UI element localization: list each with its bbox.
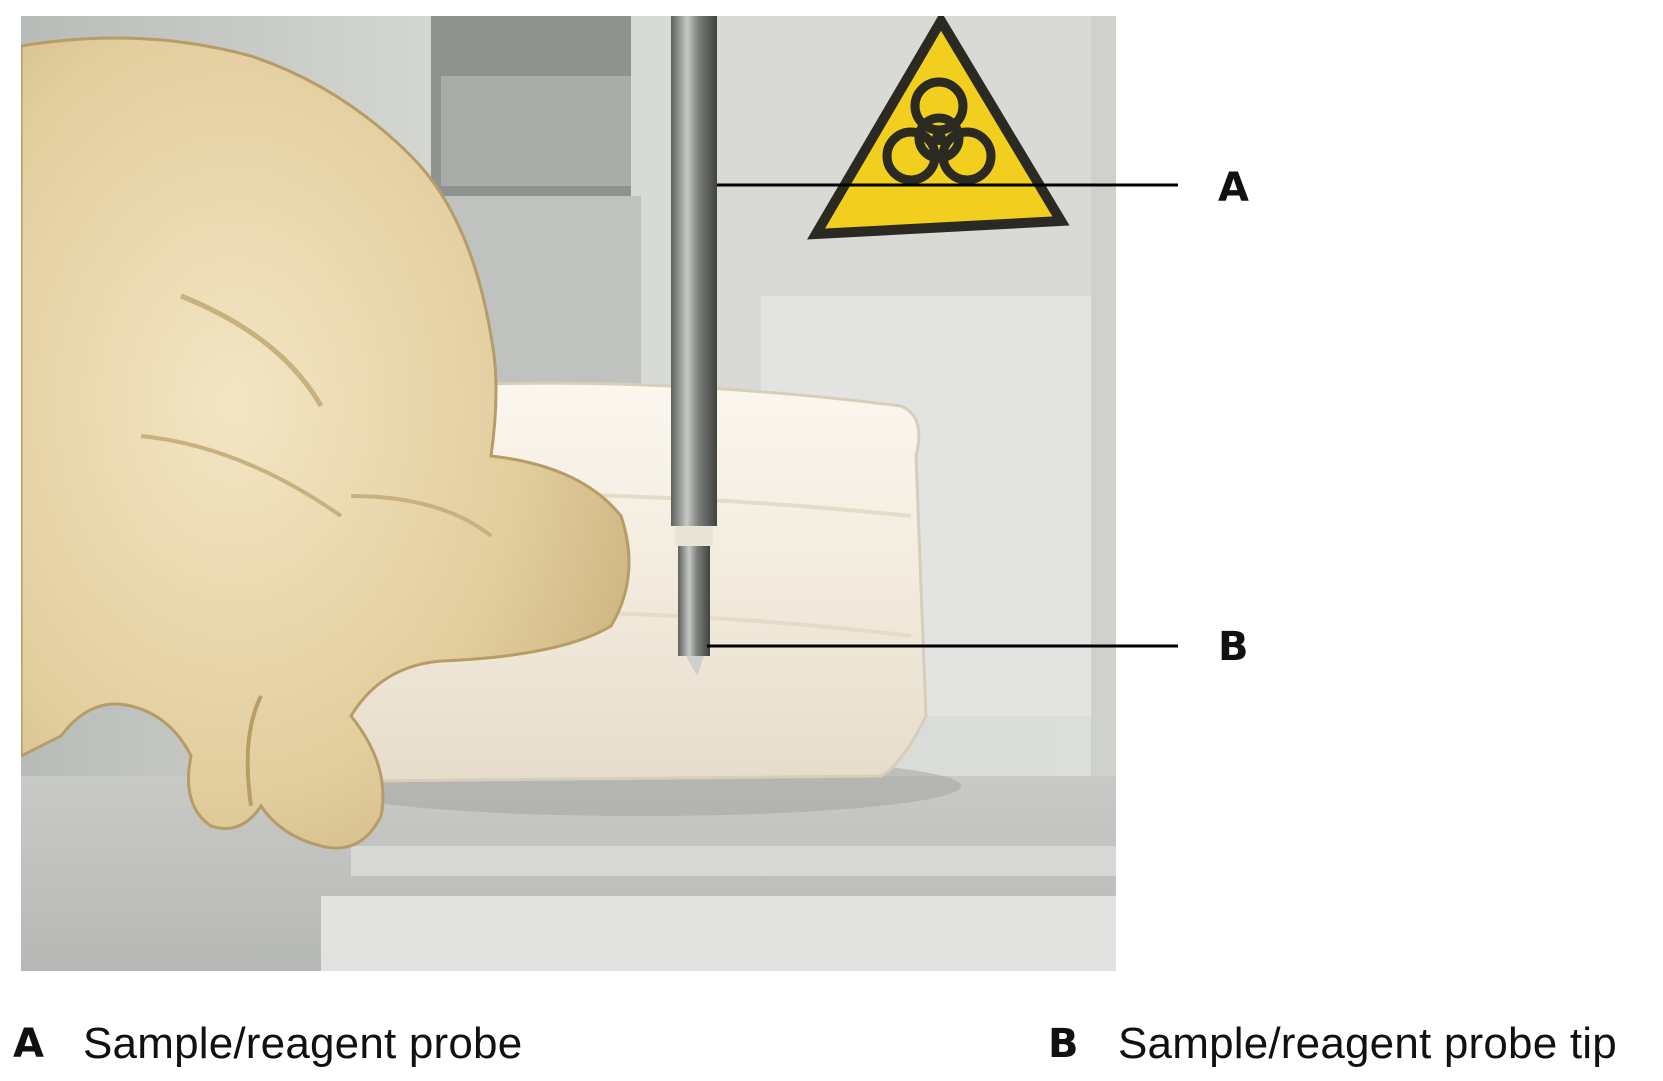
legend-label-b: Sample/reagent probe tip — [1118, 1019, 1617, 1068]
legend-label-a: Sample/reagent probe — [83, 1019, 523, 1068]
callout-letter-b: B — [1218, 624, 1249, 670]
biohazard-warning-icon — [806, 16, 1070, 240]
legend-letter-a: A — [13, 1021, 44, 1067]
photo-cleaning-probe — [21, 16, 1116, 971]
legend-letter-b: B — [1048, 1021, 1079, 1067]
legend-item-a: A Sample/reagent probe — [13, 1018, 522, 1070]
callout-letter-a: A — [1218, 165, 1249, 211]
legend-item-b: B Sample/reagent probe tip — [1048, 1018, 1617, 1070]
